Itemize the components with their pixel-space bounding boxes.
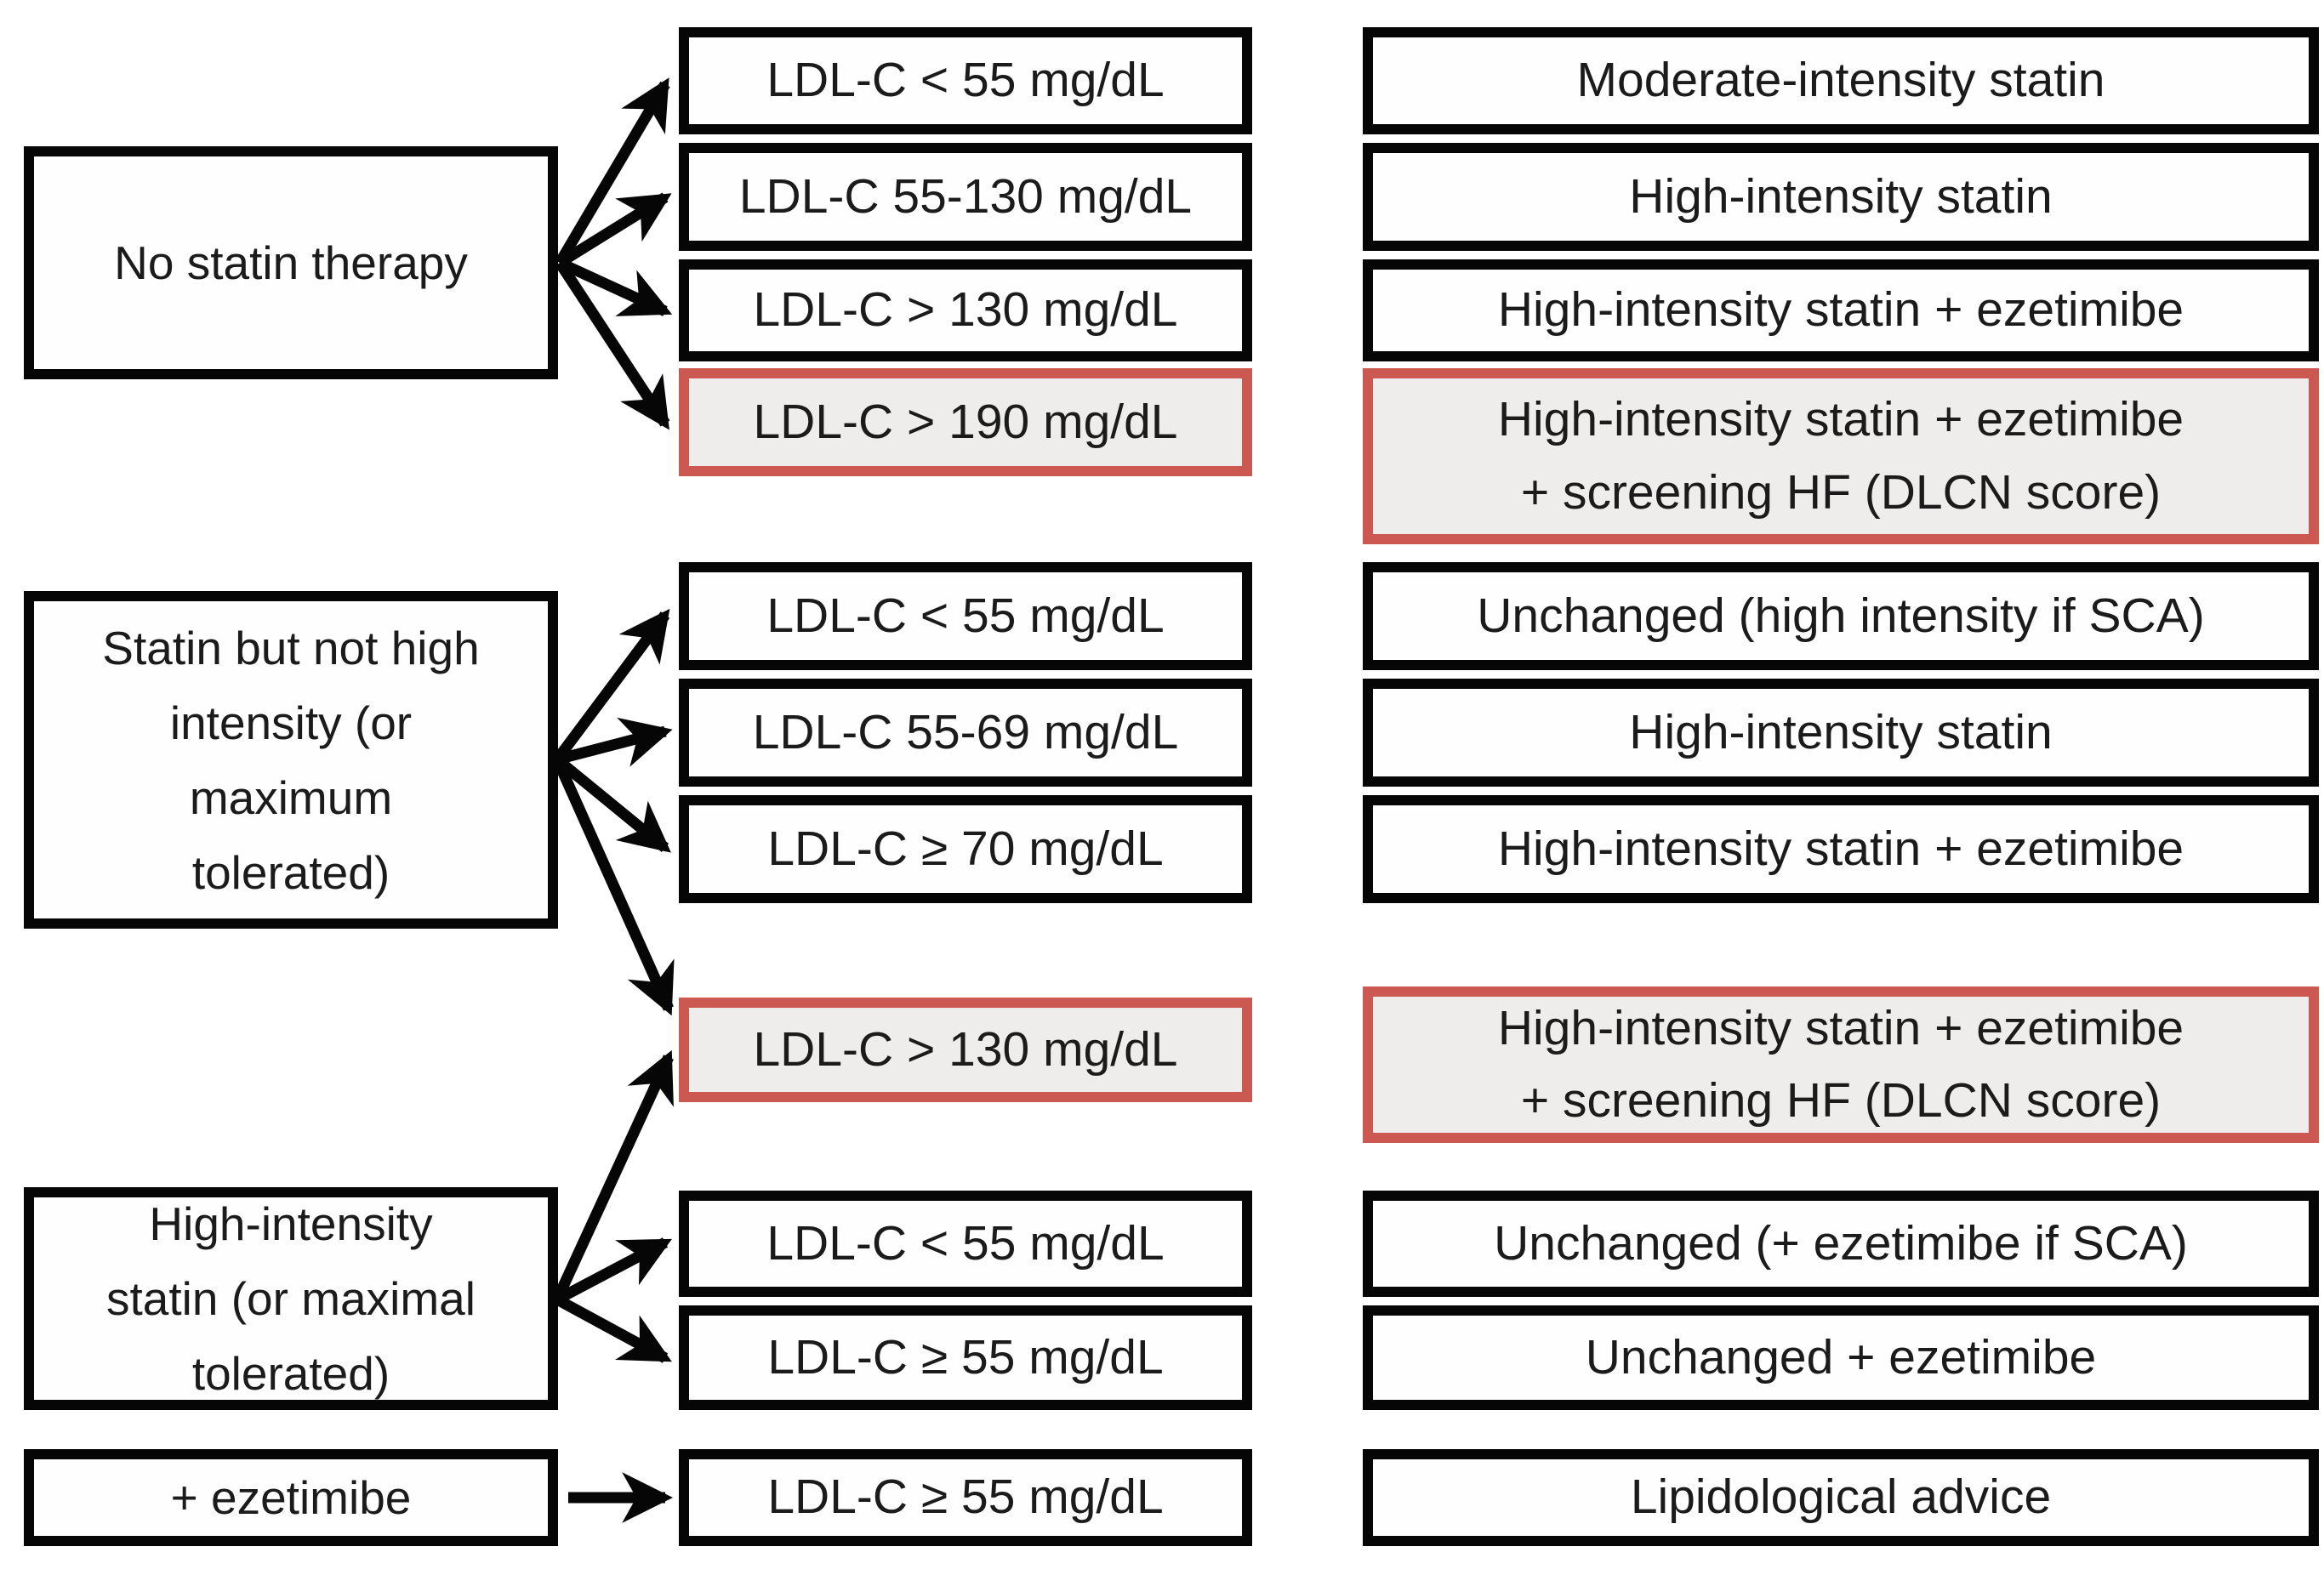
treatment-box-g1-r2: High-intensity statin: [1363, 143, 2319, 251]
arrow-g2-row1: [552, 608, 670, 763]
ldl-box-g2-r1: LDL-C < 55 mg/dL: [679, 562, 1252, 670]
source-box-plus-ezetimibe: + ezetimibe: [24, 1449, 558, 1546]
ldl-box-g4-r1: LDL-C ≥ 55 mg/dL: [679, 1449, 1252, 1546]
source-box-statin-not-high-intensity: Statin but not high intensity (or maximu…: [24, 591, 558, 929]
ldl-box-g2-r2: LDL-C 55-69 mg/dL: [679, 679, 1252, 787]
treatment-box-g1-r3: High-intensity statin + ezetimibe: [1363, 259, 2319, 361]
arrow-g2-row4: [552, 757, 675, 1016]
arrow-g1-row2: [556, 192, 672, 268]
treatment-box-g3-r1: Unchanged (+ ezetimibe if SCA): [1363, 1191, 2319, 1297]
treatment-box-g2-r3: High-intensity statin + ezetimibe: [1363, 795, 2319, 903]
treatment-box-g4-r1: Lipidological advice: [1363, 1449, 2319, 1546]
source-box-no-statin-therapy: No statin therapy: [24, 146, 558, 379]
arrow-g2-row3: [553, 754, 671, 853]
arrow-g1-row1: [555, 77, 670, 266]
arrow-g1-row3: [557, 258, 673, 316]
ldl-box-g3-r2: LDL-C ≥ 55 mg/dL: [679, 1305, 1252, 1410]
arrow-g3-row2: [554, 1294, 672, 1363]
ldl-box-g1-r4-highlight: LDL-C > 190 mg/dL: [679, 368, 1252, 476]
ldl-box-g1-r1: LDL-C < 55 mg/dL: [679, 27, 1252, 134]
treatment-box-g1-r4-highlight: High-intensity statin + ezetimibe + scre…: [1363, 368, 2319, 544]
arrow-g3-row1: [554, 1237, 672, 1305]
arrow-g1-row4: [555, 259, 670, 430]
ldl-box-g1-r3: LDL-C > 130 mg/dL: [679, 259, 1252, 361]
arrow-g2-row2: [555, 717, 673, 767]
ldl-box-g1-r2: LDL-C 55-130 mg/dL: [679, 143, 1252, 251]
treatment-box-g2-r2: High-intensity statin: [1363, 679, 2319, 787]
source-box-high-intensity-statin: High-intensity statin (or maximal tolera…: [24, 1187, 558, 1410]
treatment-box-g2-r1: Unchanged (high intensity if SCA): [1363, 562, 2319, 670]
treatment-box-g1-r1: Moderate-intensity statin: [1363, 27, 2319, 134]
ldl-box-g3-r1: LDL-C < 55 mg/dL: [679, 1191, 1252, 1297]
treatment-box-g3-r2: Unchanged + ezetimibe: [1363, 1305, 2319, 1410]
ldl-box-g2-r4-highlight: LDL-C > 130 mg/dL: [679, 998, 1252, 1102]
arrow-g3-red: [552, 1049, 674, 1302]
treatment-box-g2-r4-highlight: High-intensity statin + ezetimibe + scre…: [1363, 986, 2319, 1143]
ldl-box-g2-r3: LDL-C ≥ 70 mg/dL: [679, 795, 1252, 903]
